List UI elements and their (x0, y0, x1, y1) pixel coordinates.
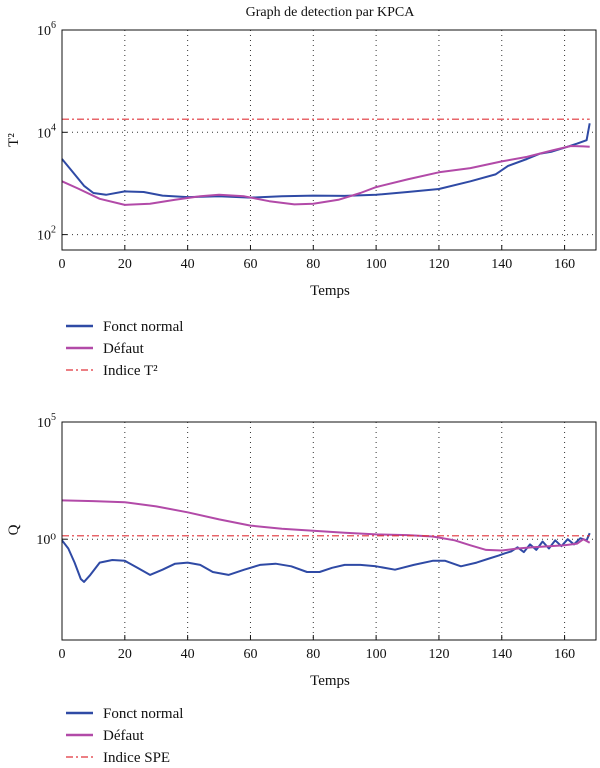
y-tick-label: 105 (37, 412, 56, 431)
legend-label: Fonct normal (103, 319, 183, 335)
x-tick-label: 140 (491, 257, 512, 272)
legend-label: Défaut (103, 728, 145, 744)
grid (62, 30, 596, 250)
legend: Fonct normal Défaut Indice T² (66, 319, 183, 379)
legend-label: Indice T² (103, 363, 158, 379)
x-tick-label: 140 (491, 647, 512, 662)
x-tick-label: 80 (306, 647, 320, 662)
series-line (61, 532, 591, 583)
legend-label: Fonct normal (103, 706, 183, 722)
grid (62, 422, 596, 640)
x-tick-label: 20 (118, 257, 132, 272)
x-tick-label: 100 (366, 257, 387, 272)
ticks: 0 20 40 60 80 100 120 140 160 10⁰ 105 (36, 412, 575, 662)
x-tick-label: 60 (243, 647, 257, 662)
y-tick-label: 102 (37, 225, 56, 244)
plot-frame (61, 29, 597, 251)
ticks: 0 20 40 60 80 100 120 140 160 102 104 106 (37, 20, 575, 272)
legend-label: Défaut (103, 341, 145, 357)
chart-title: Graph de detection par KPCA (246, 5, 416, 20)
y-axis-label: T² (6, 133, 22, 147)
x-tick-label: 120 (428, 647, 449, 662)
chart-t2: Graph de detection par KPCA 0 20 40 60 80 100… (6, 5, 597, 379)
legend-label: Indice SPE (103, 750, 170, 766)
x-axis-label: Temps (310, 673, 350, 689)
x-tick-label: 100 (366, 647, 387, 662)
x-tick-label: 120 (428, 257, 449, 272)
x-tick-label: 60 (243, 257, 257, 272)
chart-q: 0 20 40 60 80 100 120 140 160 10⁰ 105 Temps Q Fonc… (6, 412, 597, 766)
x-tick-label: 40 (181, 257, 195, 272)
x-tick-label: 80 (306, 257, 320, 272)
x-tick-label: 20 (118, 647, 132, 662)
legend: Fonct normal Défaut Indice SPE (66, 706, 183, 766)
y-tick-label: 10⁰ (36, 533, 56, 548)
x-tick-label: 160 (554, 647, 575, 662)
x-tick-label: 160 (554, 257, 575, 272)
x-tick-label: 0 (59, 647, 66, 662)
series-line (61, 499, 591, 552)
series-line (61, 145, 590, 206)
x-axis-label: Temps (310, 283, 350, 299)
y-tick-label: 104 (37, 122, 56, 141)
series-group (61, 499, 591, 583)
y-tick-label: 106 (37, 20, 56, 39)
x-tick-label: 40 (181, 647, 195, 662)
y-axis-label: Q (6, 524, 22, 535)
series-group (61, 118, 591, 206)
plot-frame (61, 421, 597, 641)
x-tick-label: 0 (59, 257, 66, 272)
